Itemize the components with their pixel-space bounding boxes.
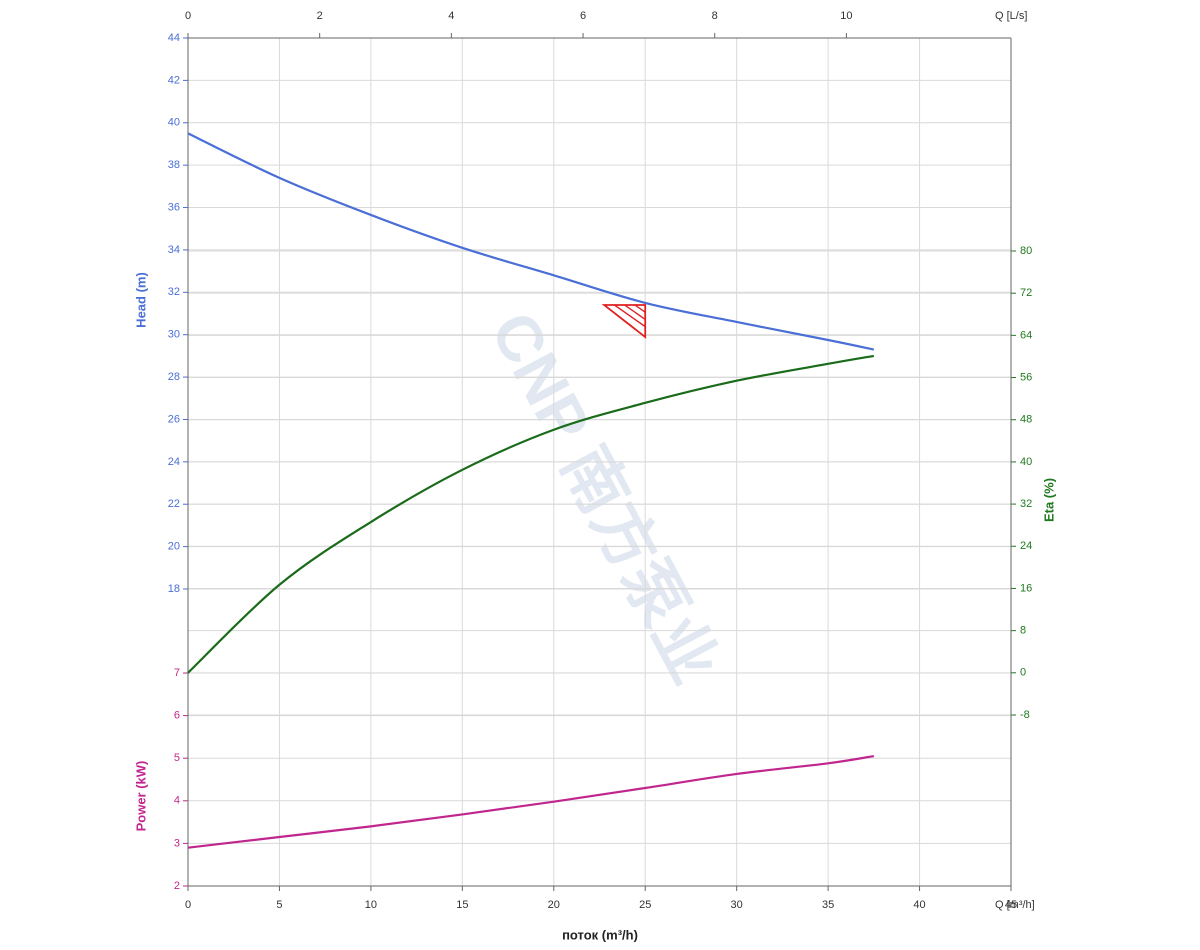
curve — [187, 754, 875, 849]
y-tick-label: 30 — [168, 329, 180, 341]
y-tick-label: 34 — [168, 244, 180, 256]
x-tick-label: 10 — [365, 899, 377, 911]
y-tick-label: 64 — [1020, 329, 1032, 341]
y-tick-label: 44 — [168, 32, 180, 44]
y-tick-label: 40 — [1020, 456, 1032, 468]
y-tick-label: 48 — [1020, 414, 1032, 426]
x-tick-label: 0 — [185, 899, 191, 911]
y-tick-label: 4 — [174, 795, 180, 807]
x-tick-label: 15 — [456, 899, 468, 911]
x-tick-label: 40 — [913, 899, 925, 911]
y-tick-label: 24 — [168, 456, 180, 468]
y-tick-label: 24 — [1020, 540, 1032, 552]
x-tick-label: 30 — [731, 899, 743, 911]
curve — [187, 132, 875, 351]
x2-tick-label: 2 — [317, 10, 323, 22]
y-tick-label: 16 — [1020, 582, 1032, 594]
duty-hatch — [614, 304, 646, 328]
y-tick-label: 5 — [174, 752, 180, 764]
y-tick-label: 2 — [174, 880, 180, 892]
y-tick-label: 7 — [174, 667, 180, 679]
y-tick-label: 80 — [1020, 245, 1032, 257]
y-tick-label: 6 — [174, 710, 180, 722]
x-tick-label: 20 — [548, 899, 560, 911]
x2-tick-label: 10 — [840, 10, 852, 22]
axis-title: Power (kW) — [133, 761, 148, 832]
axis-title: Eta (%) — [1041, 478, 1056, 522]
x2-tick-label: 0 — [185, 10, 191, 22]
y-tick-label: 28 — [168, 371, 180, 383]
x-tick-label: 45 — [1005, 899, 1017, 911]
y-tick-label: 26 — [168, 413, 180, 425]
y-tick-label: 36 — [168, 201, 180, 213]
y-tick-label: 72 — [1020, 287, 1032, 299]
x2-tick-label: 6 — [580, 10, 586, 22]
y-tick-label: 32 — [1020, 498, 1032, 510]
watermark: CNP 南方泵业 — [477, 301, 732, 695]
y-tick-label: 38 — [168, 159, 180, 171]
duty-point — [601, 304, 647, 339]
x2-tick-label: 8 — [712, 10, 718, 22]
axis-title: Head (m) — [133, 272, 148, 328]
y-tick-label: 3 — [174, 837, 180, 849]
y-tick-label: 22 — [168, 498, 180, 510]
x-tick-label: 5 — [276, 899, 282, 911]
y-tick-label: 18 — [168, 583, 180, 595]
x-tick-label: 25 — [639, 899, 651, 911]
y-tick-label: 8 — [1020, 625, 1026, 637]
duty-triangle — [601, 304, 647, 339]
x2-unit-label: Q [L/s] — [995, 10, 1027, 22]
x2-tick-label: 4 — [448, 10, 454, 22]
y-tick-label: 20 — [168, 541, 180, 553]
y-tick-label: 0 — [1020, 667, 1026, 679]
y-tick-label: 40 — [168, 117, 180, 129]
curve — [187, 354, 875, 674]
y-tick-label: -8 — [1020, 709, 1030, 721]
y-tick-label: 56 — [1020, 371, 1032, 383]
x-tick-label: 35 — [822, 899, 834, 911]
duty-hatch — [634, 304, 646, 313]
y-tick-label: 32 — [168, 286, 180, 298]
y-tick-label: 42 — [168, 74, 180, 86]
x-axis-title: поток (m³/h) — [562, 927, 638, 942]
x-unit-label: Q [m³/h] — [995, 899, 1035, 911]
duty-hatch — [624, 304, 646, 320]
